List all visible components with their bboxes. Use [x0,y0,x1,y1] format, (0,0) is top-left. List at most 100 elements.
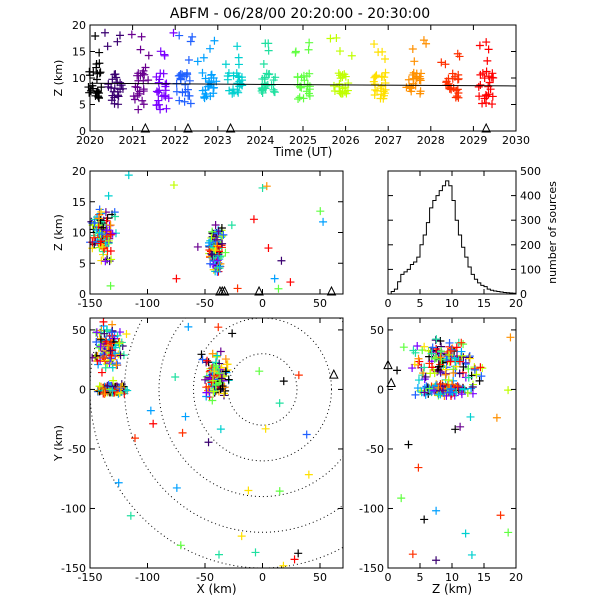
source-point [218,382,227,391]
source-point [215,262,224,271]
source-point [482,38,491,47]
source-point [155,75,164,84]
source-point [208,250,217,259]
source-point [504,528,513,537]
source-point [89,68,98,77]
source-point [199,53,208,62]
source-point [97,256,106,265]
station-triangle [183,122,193,133]
source-point [96,239,105,248]
source-point [234,88,243,97]
source-point [336,71,345,80]
source-point [106,230,115,239]
source-point [106,246,115,255]
source-point [188,32,197,41]
source-point [104,80,113,89]
xy-x-tick-label: 0 [259,571,266,584]
source-point [297,83,306,92]
source-point [457,338,466,347]
xy-y-tick-label: -50 [68,443,86,456]
source-point [216,425,225,434]
source-point [92,351,101,360]
source-point [208,227,217,236]
source-point [431,336,440,345]
source-point [104,191,113,200]
source-point [176,541,185,550]
source-point [111,212,120,221]
source-point [413,341,422,350]
source-point [420,388,429,397]
xz-y-tick-label: 5 [79,257,86,270]
source-point [215,247,224,256]
source-point [330,87,339,96]
source-point [420,363,429,372]
source-point [416,87,425,96]
source-point [118,84,127,93]
station-triangle [140,122,151,133]
source-point [116,383,125,392]
source-point [213,351,222,360]
source-point [465,353,474,362]
source-point [506,333,515,342]
source-point [404,75,413,84]
source-point [208,380,217,389]
source-point [234,53,243,62]
xy-y-tick-label: -150 [61,562,86,575]
xy-y-tick-label: 0 [79,383,86,396]
time-height-points [84,28,498,114]
source-point [180,97,189,106]
zy-x-tick-label: 15 [477,571,491,584]
source-point [89,233,98,242]
source-point [97,207,106,216]
source-point [470,365,479,374]
source-point [436,353,445,362]
source-point [133,71,142,80]
source-point [96,216,105,225]
station-triangle [481,122,491,133]
source-point [344,79,353,88]
source-point [441,60,450,69]
source-point [144,76,153,85]
source-point [453,382,462,391]
source-point [484,45,493,54]
source-point [279,377,288,386]
time-height-x-tick-label: 2026 [332,134,360,147]
source-point [131,82,140,91]
source-point [371,85,380,94]
source-point [107,351,116,360]
source-point [434,362,443,371]
source-point [482,99,491,108]
source-point [446,357,455,366]
source-point [208,396,217,405]
xz-y-tick-label: 10 [72,227,86,240]
time-height-x-tick-label: 2021 [119,134,147,147]
source-point [258,85,267,94]
source-point [291,48,300,57]
source-point [475,376,484,385]
source-point [216,347,225,356]
zy-points [393,333,515,565]
source-point [157,92,166,101]
source-point [146,406,155,415]
source-point [217,224,226,233]
source-point [335,47,344,56]
source-point [264,39,273,48]
source-point [100,354,109,363]
source-point [259,60,268,69]
source-point [412,69,421,78]
histogram-x-tick-label: 15 [477,297,491,310]
source-point [139,66,148,75]
source-point [186,99,195,108]
source-point [209,83,218,92]
source-point [115,31,124,40]
source-point [467,384,476,393]
source-point [101,363,110,372]
source-point [206,259,215,268]
source-point [444,350,453,359]
source-point [172,274,181,283]
source-point [181,412,190,421]
source-point [492,413,501,422]
xz-y-tick-label: 15 [72,196,86,209]
time-height-x-tick-label: 2020 [76,134,104,147]
